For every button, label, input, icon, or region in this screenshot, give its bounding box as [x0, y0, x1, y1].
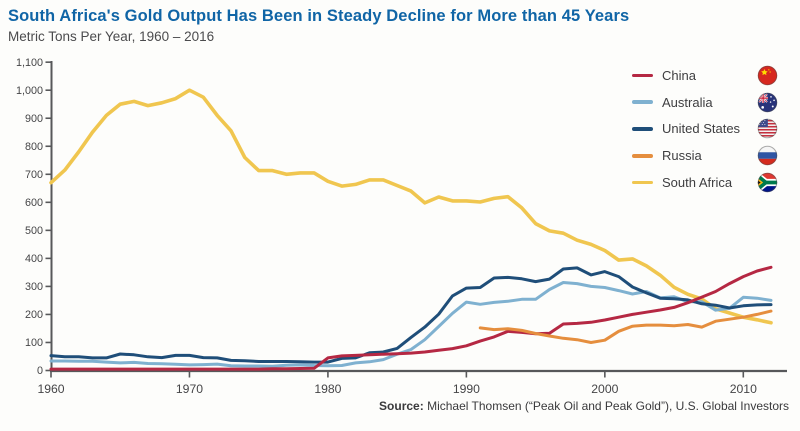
series-line-south-africa — [49, 88, 773, 325]
x-axis-tick-label: 1990 — [453, 382, 480, 396]
legend-item-south-africa: South Africa — [632, 169, 778, 196]
x-axis-tick-label: 2010 — [730, 382, 757, 396]
legend-item-australia: Australia — [632, 89, 778, 116]
source-note: Source: Michael Thomsen (“Peak Oil and P… — [379, 399, 789, 413]
y-axis-tick-label: 1,100 — [16, 57, 43, 69]
series-line-united-states — [49, 266, 773, 364]
page-title: South Africa's Gold Output Has Been in S… — [8, 7, 630, 25]
y-axis-tick-label: 900 — [25, 113, 43, 125]
source-label: Source: — [379, 399, 424, 413]
source-text: Michael Thomsen (“Peak Oil and Peak Gold… — [423, 399, 789, 413]
y-axis-tick-label: 1,000 — [16, 85, 43, 97]
legend-label: South Africa — [662, 175, 733, 191]
china-flag-icon — [757, 65, 778, 86]
y-axis-tick-label: 100 — [25, 337, 43, 349]
south-africa-flag-icon — [757, 172, 778, 193]
y-axis-tick-label: 500 — [25, 225, 43, 237]
series-line-china — [49, 265, 773, 371]
series-line-russia — [478, 309, 773, 344]
legend-swatch — [632, 100, 653, 104]
legend-label: Russia — [662, 148, 702, 164]
y-axis-tick-label: 400 — [25, 253, 43, 265]
united-states-flag-icon — [757, 118, 778, 139]
legend-swatch — [632, 180, 653, 185]
y-axis-tick-label: 700 — [25, 169, 43, 181]
y-axis-tick-label: 300 — [25, 281, 43, 293]
legend-label: United States — [662, 121, 741, 137]
y-axis-tick-label: 600 — [25, 197, 43, 209]
legend-label: Australia — [662, 94, 713, 110]
chart-legend: China Australia United States Russia — [632, 62, 778, 196]
legend-swatch — [632, 153, 653, 158]
legend-swatch — [632, 73, 653, 78]
x-axis-tick-label: 1960 — [37, 382, 64, 396]
legend-label: China — [662, 67, 696, 83]
y-axis-tick-label: 800 — [25, 141, 43, 153]
legend-item-china: China — [632, 62, 778, 89]
y-axis-tick-label: 200 — [25, 309, 43, 321]
legend-item-russia: Russia — [632, 142, 778, 169]
legend-item-united-states: United States — [632, 116, 778, 143]
russia-flag-icon — [757, 145, 778, 166]
legend-swatch — [632, 127, 653, 131]
y-axis-tick-label: 0 — [37, 365, 43, 377]
chart-subtitle: Metric Tons Per Year, 1960 – 2016 — [8, 29, 215, 44]
x-axis-tick-label: 1970 — [176, 382, 203, 396]
x-axis-tick-label: 1980 — [314, 382, 341, 396]
australia-flag-icon — [757, 92, 778, 113]
x-axis-tick-label: 2000 — [591, 382, 618, 396]
